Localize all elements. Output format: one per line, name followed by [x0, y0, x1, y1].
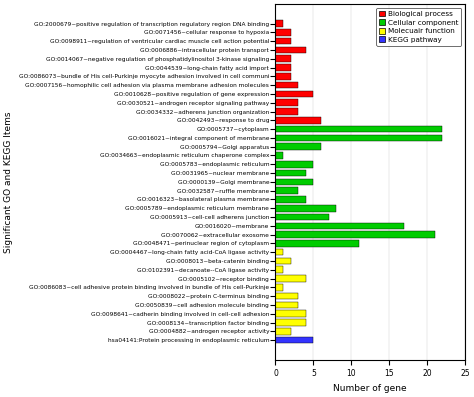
Bar [275, 161, 313, 168]
Bar [275, 337, 313, 343]
Bar [275, 310, 306, 317]
Bar [275, 240, 359, 247]
X-axis label: Number of gene: Number of gene [333, 384, 407, 393]
Bar [275, 266, 283, 273]
Bar [275, 20, 283, 27]
Bar [275, 214, 328, 220]
Bar [275, 126, 442, 133]
Bar [275, 47, 306, 53]
Bar [275, 152, 283, 159]
Y-axis label: Significant GO and KEGG Items: Significant GO and KEGG Items [4, 111, 13, 252]
Bar [275, 91, 313, 97]
Bar [275, 143, 321, 150]
Bar [275, 56, 291, 62]
Legend: Biological process, Cellular component, Molecuair function, KEGG pathway: Biological process, Cellular component, … [376, 8, 461, 46]
Bar [275, 196, 306, 203]
Bar [275, 319, 306, 326]
Bar [275, 223, 404, 229]
Bar [275, 187, 298, 194]
Bar [275, 82, 298, 89]
Bar [275, 117, 321, 123]
Bar [275, 29, 291, 36]
Bar [275, 231, 435, 238]
Bar [275, 135, 442, 141]
Bar [275, 275, 306, 282]
Bar [275, 258, 291, 264]
Bar [275, 328, 291, 335]
Bar [275, 99, 298, 106]
Bar [275, 73, 291, 80]
Bar [275, 38, 291, 44]
Bar [275, 64, 291, 71]
Bar [275, 293, 298, 299]
Bar [275, 302, 298, 308]
Bar [275, 205, 336, 212]
Bar [275, 179, 313, 185]
Bar [275, 108, 298, 115]
Bar [275, 284, 283, 291]
Bar [275, 249, 283, 256]
Bar [275, 170, 306, 176]
